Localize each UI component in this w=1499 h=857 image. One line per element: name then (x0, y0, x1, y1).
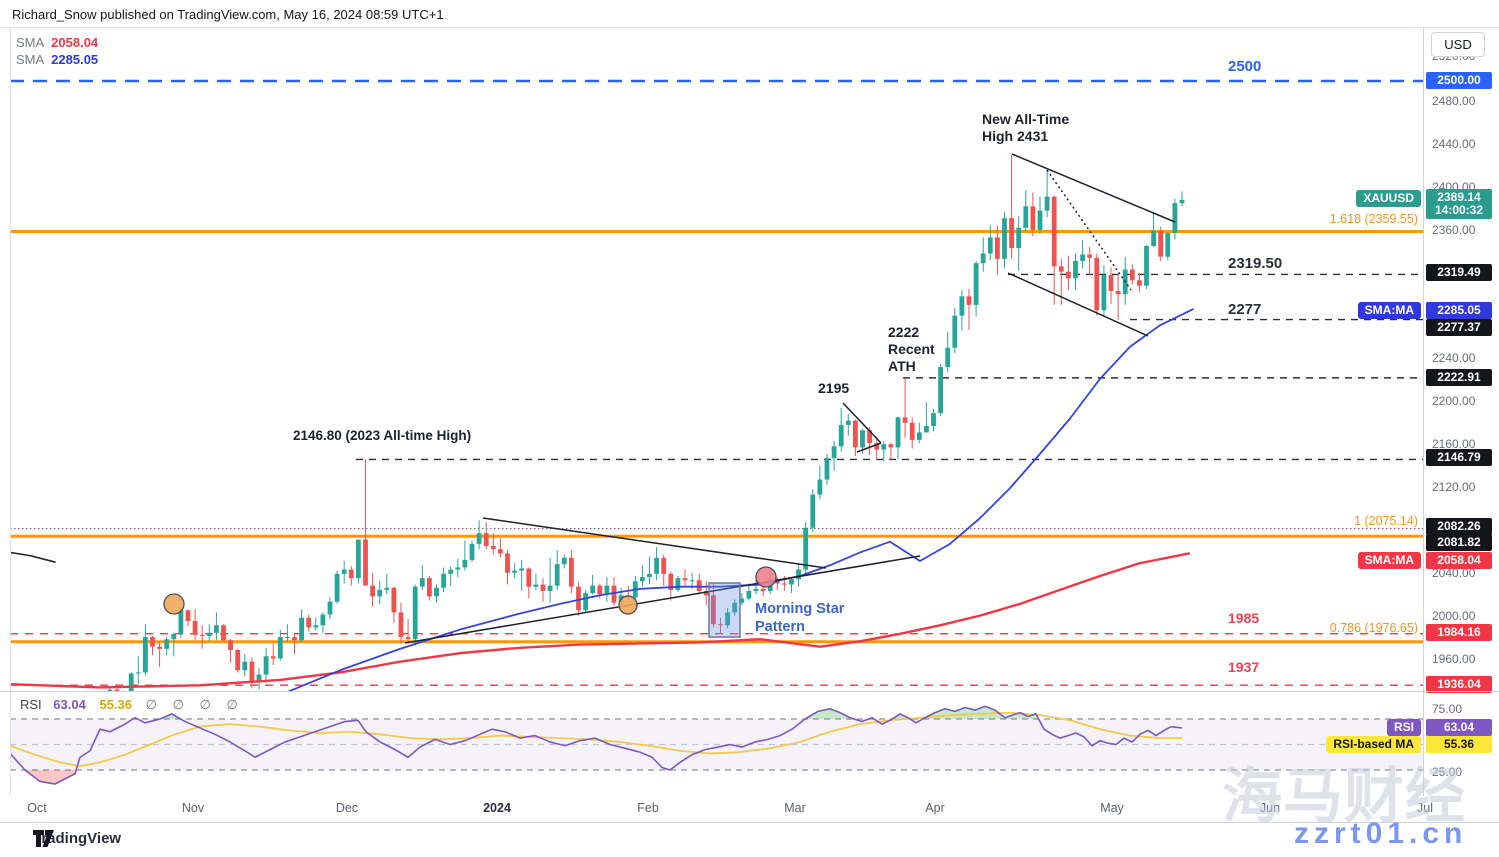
axis-tick: 2160.00 (1432, 437, 1476, 451)
time-axis-label: Mar (784, 801, 806, 815)
rsi-value: 63.04 (53, 697, 86, 712)
annotation-recent-ath: 2222 Recent ATH (888, 324, 935, 374)
rsi-pane (10, 705, 1423, 785)
annotation-2195: 2195 (818, 380, 850, 396)
axis-price-badge: 2277.37 (1426, 319, 1492, 336)
annotation-2277: 2277 (1228, 301, 1262, 318)
series-badge-sma-ma: SMA:MA (1357, 552, 1421, 569)
axis-price-badge: 1936.04 (1426, 676, 1492, 693)
sma-legend: SMA 2058.04 SMA 2285.05 (16, 34, 98, 68)
chart-left-border (10, 28, 11, 796)
time-scale[interactable]: Oct Nov Dec 2024 Feb Mar Apr May Jun Jul (0, 796, 1499, 822)
time-axis-label: Oct (27, 801, 47, 815)
axis-price-badge: 63.04 (1426, 719, 1492, 736)
sma-fast-value: 2058.04 (51, 35, 99, 50)
axis-tick: 2040.00 (1432, 566, 1476, 580)
time-axis-label: 2024 (483, 801, 511, 815)
annotation-2319-50: 2319.50 (1228, 255, 1283, 272)
price-scale[interactable]: 2520.002480.002440.002400.002360.002240.… (1424, 28, 1499, 796)
rsi-label: RSI (20, 697, 42, 712)
annotation-morning-star: Morning Star Pattern (755, 601, 845, 635)
last-price-badge: 2389.14 14:00:32 (1426, 189, 1492, 219)
annotation-1985: 1985 (1228, 610, 1260, 626)
price-pane (10, 79, 1423, 691)
countdown-timer: 14:00:32 (1434, 203, 1484, 217)
annotation-1937: 1937 (1228, 659, 1260, 675)
axis-tick: 2240.00 (1432, 351, 1476, 365)
axis-price-badge: 2146.79 (1426, 449, 1492, 466)
axis-price-badge: 2500.00 (1426, 72, 1492, 89)
sma-fast-legend-row: SMA 2058.04 (16, 35, 99, 50)
fib-label-1000: 1 (2075.14) (1354, 514, 1418, 528)
axis-tick: 1960.00 (1432, 652, 1476, 666)
time-axis-label: Feb (637, 801, 659, 815)
series-badge-rsi: RSI (1386, 719, 1421, 736)
series-badge-rsi-based-ma: RSI-based MA (1326, 736, 1421, 753)
axis-tick: 75.00 (1432, 702, 1463, 716)
time-axis-label: Nov (181, 801, 205, 815)
axis-price-badge: 2285.05 (1426, 302, 1492, 319)
series-badge-xauusd: XAUUSD (1356, 190, 1421, 207)
fib-label-1618: 1.618 (2359.55) (1329, 212, 1418, 226)
time-axis-label: Jun (1259, 801, 1281, 815)
tradingview-logo-icon (33, 830, 54, 847)
last-price: 2389.14 (1437, 190, 1481, 204)
annotation-new-ath: New All-Time High 2431 (982, 111, 1070, 144)
rsi-legend: RSI 63.04 55.36 ∅ ∅ ∅ ∅ (20, 697, 244, 713)
tradingview-brand-text: TradingView (33, 830, 122, 847)
axis-tick: 2200.00 (1432, 394, 1476, 408)
axis-tick: 2440.00 (1432, 137, 1476, 151)
rsi-ma-value: 55.36 (99, 697, 133, 712)
annotation-2500: 2500 (1228, 58, 1262, 75)
axis-price-badge: 55.36 (1426, 736, 1492, 753)
time-axis-label: May (1100, 801, 1124, 815)
axis-price-badge: 2081.82 (1426, 534, 1492, 551)
annotation-2023-ath: 2146.80 (2023 All-time High) (293, 428, 472, 443)
axis-tick: 25.00 (1432, 765, 1463, 779)
published-byline: Richard_Snow published on TradingView.co… (12, 7, 444, 22)
axis-price-badge: 2222.91 (1426, 369, 1492, 386)
currency-button[interactable]: USD (1431, 32, 1485, 57)
fib-label-0786: 0.786 (1976.65) (1329, 621, 1418, 635)
axis-tick: 2480.00 (1432, 94, 1476, 108)
series-badge-sma-ma: SMA:MA (1357, 302, 1421, 319)
sma-slow-value: 2285.05 (51, 52, 99, 67)
header-separator (0, 27, 1499, 28)
axis-price-badge: 1984.16 (1426, 624, 1492, 641)
axis-price-badge: 2058.04 (1426, 552, 1492, 569)
axis-price-badge: 2319.49 (1426, 264, 1492, 281)
time-axis-label: Dec (335, 801, 359, 815)
axis-tick: 2120.00 (1432, 480, 1476, 494)
tradingview-brand: TradingView (33, 830, 121, 847)
axis-tick: 2000.00 (1432, 609, 1476, 623)
axis-tick: 2360.00 (1432, 223, 1476, 237)
price-scale-border (1423, 28, 1424, 822)
sma-slow-legend-row: SMA 2285.05 (16, 52, 99, 67)
rsi-empty-params: ∅ ∅ ∅ ∅ (145, 697, 244, 712)
time-axis-label: Apr (925, 801, 945, 815)
footer-separator (0, 822, 1499, 823)
time-axis-label: Jul (1417, 801, 1433, 815)
rsi-panel-separator[interactable] (0, 691, 1499, 692)
axis-price-badge: 2082.26 (1426, 518, 1492, 535)
